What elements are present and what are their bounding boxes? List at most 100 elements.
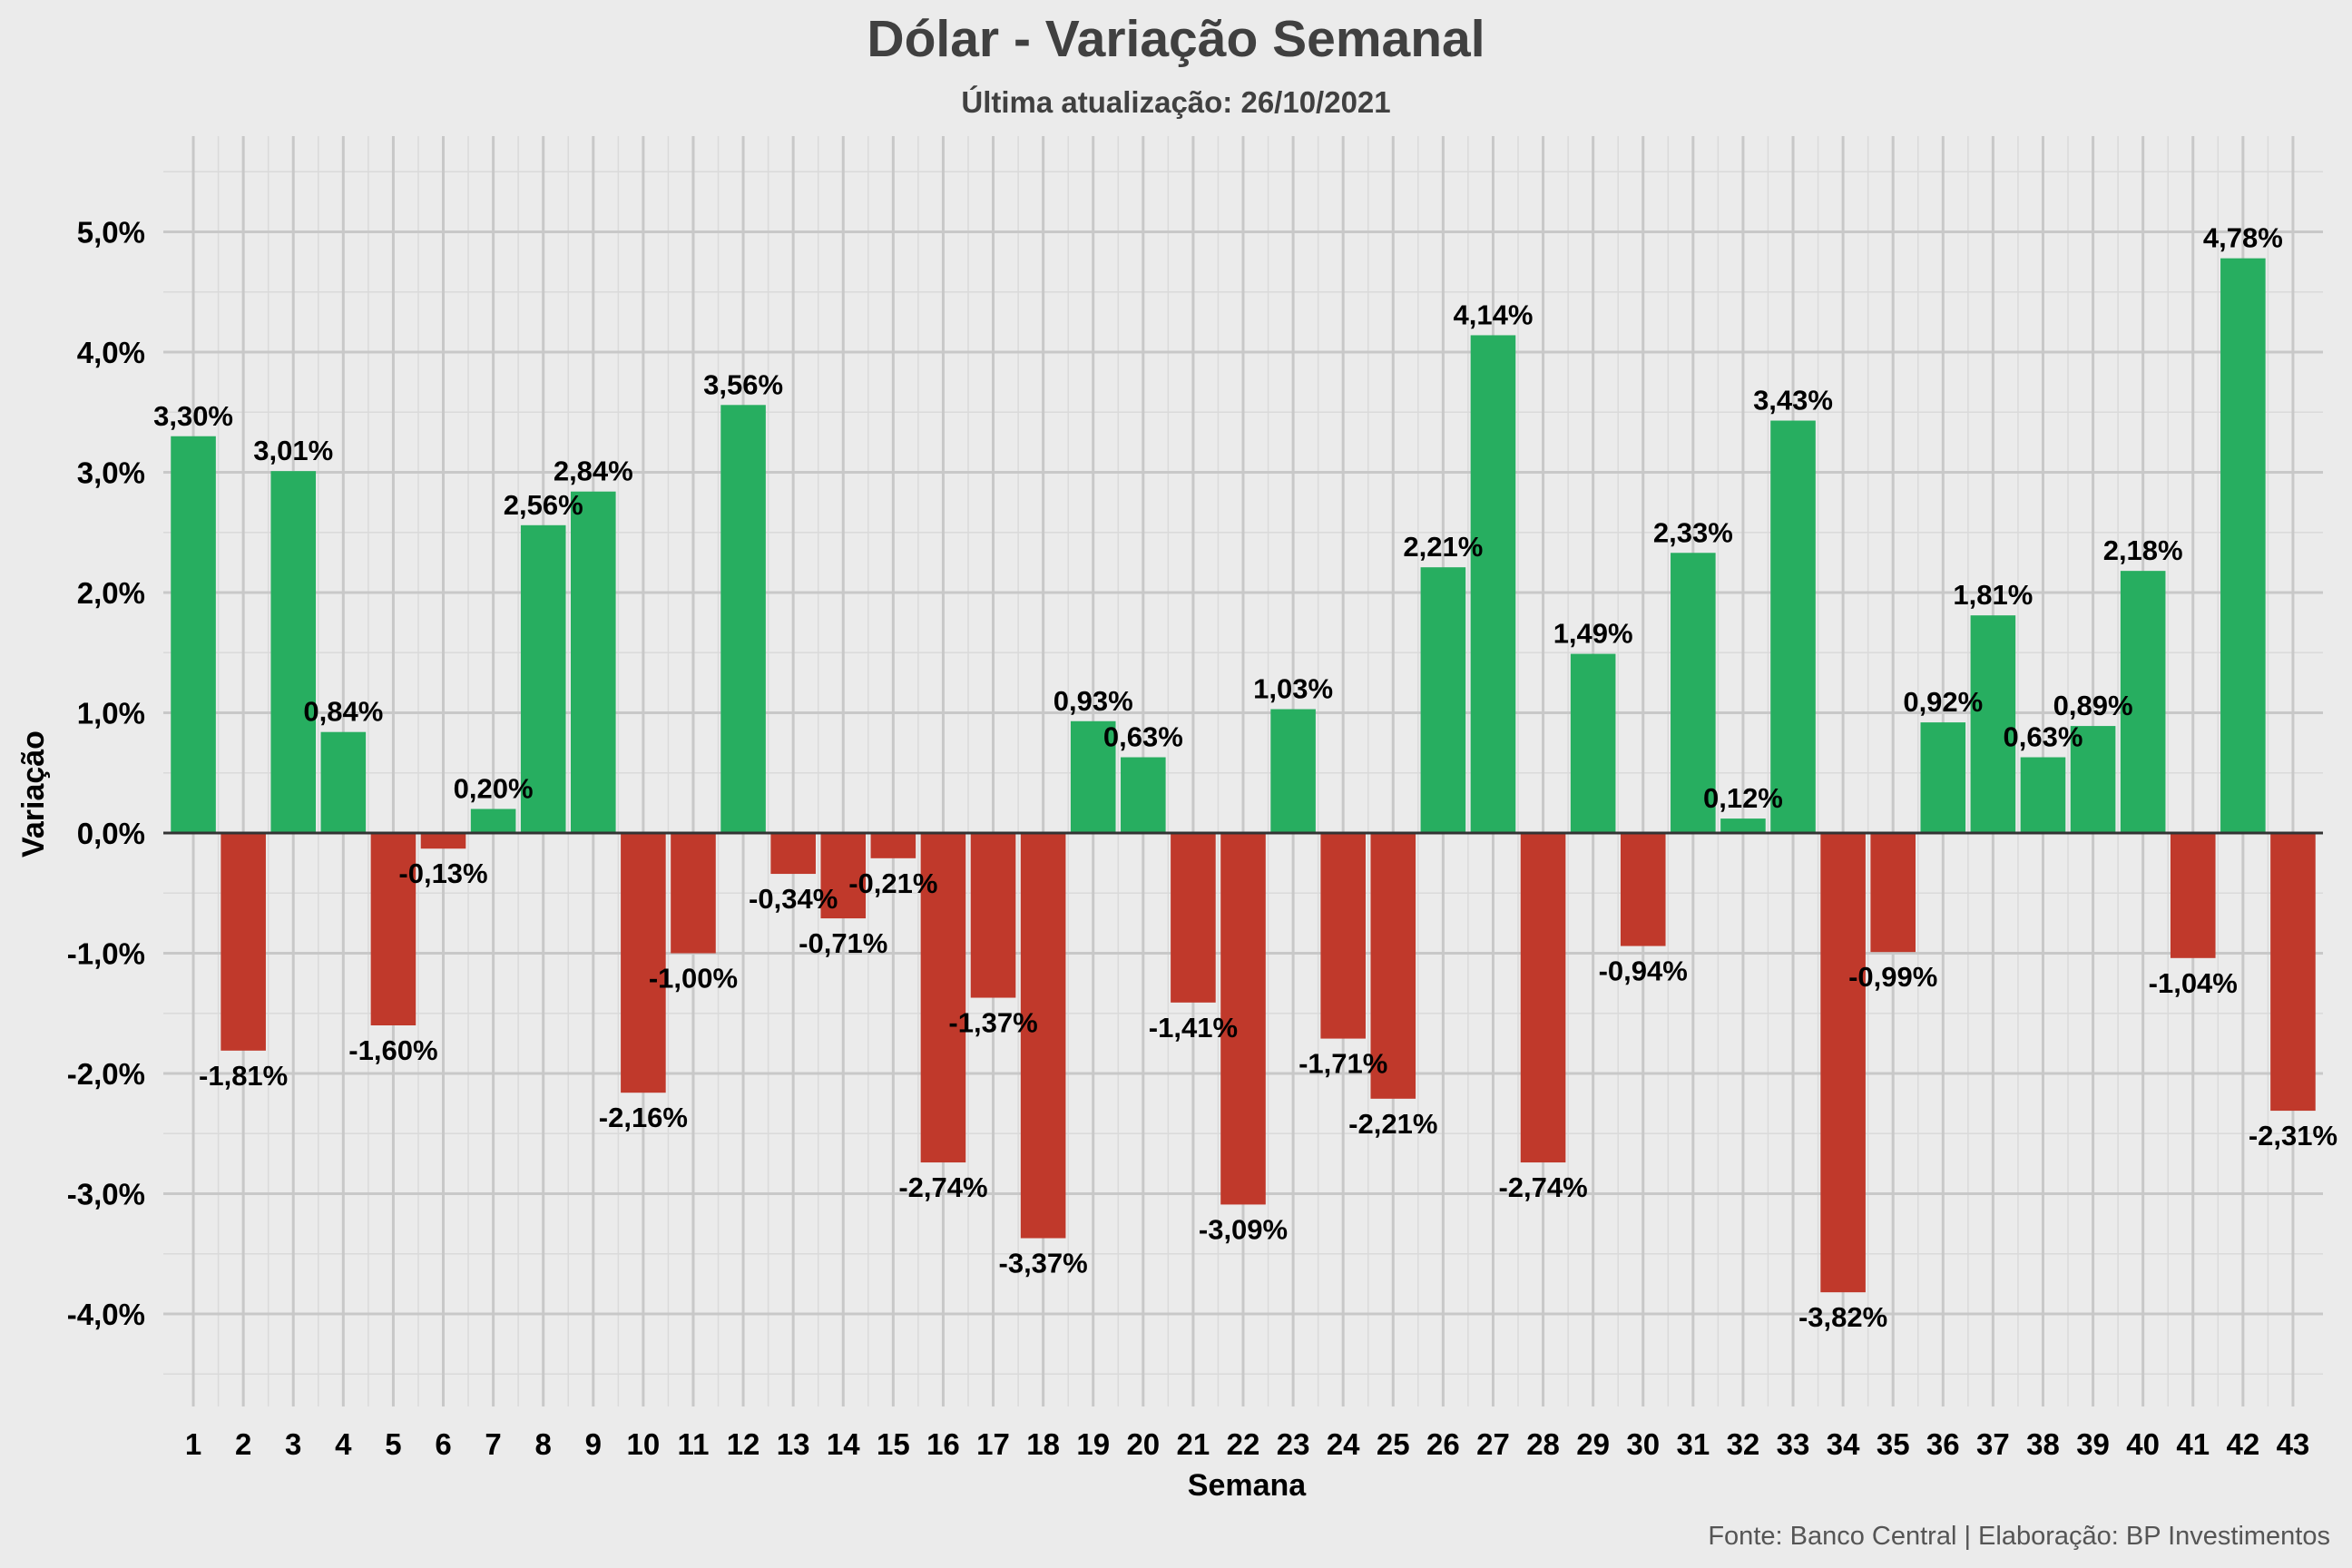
x-tick-label: 35	[1877, 1427, 1910, 1461]
y-tick-label: -1,0%	[67, 937, 145, 971]
data-label-semana-40: 2,18%	[2103, 534, 2183, 566]
data-label-semana-6: -0,13%	[398, 858, 487, 889]
chart-caption: Fonte: Banco Central | Elaboração: BP In…	[1708, 1522, 2330, 1551]
bar-semana-26	[1420, 567, 1466, 833]
bar-semana-10	[621, 833, 666, 1093]
bar-semana-20	[1121, 757, 1166, 833]
x-tick-label: 25	[1377, 1427, 1410, 1461]
bars	[171, 258, 2316, 1293]
bar-semana-42	[2220, 258, 2266, 833]
data-label-semana-34: -3,82%	[1798, 1301, 1887, 1333]
data-label-semana-12: 3,56%	[703, 368, 783, 400]
y-tick-label: 2,0%	[77, 576, 145, 610]
x-tick-label: 36	[1926, 1427, 1960, 1461]
x-tick-label: 29	[1576, 1427, 1610, 1461]
bar-semana-14	[820, 833, 867, 919]
bar-semana-17	[970, 833, 1016, 998]
y-tick-label: -2,0%	[67, 1057, 145, 1091]
bar-semana-27	[1470, 335, 1516, 833]
x-axis-title: Semana	[1188, 1468, 1307, 1503]
bar-semana-8	[520, 524, 566, 833]
bar-semana-40	[2120, 571, 2166, 833]
x-tick-label: 34	[1827, 1427, 1860, 1461]
data-label-semana-14: -0,71%	[799, 927, 887, 959]
data-label-semana-1: 3,30%	[153, 400, 233, 432]
data-label-semana-39: 0,89%	[2053, 690, 2133, 721]
bar-semana-7	[470, 808, 516, 833]
chart-subtitle: Última atualização: 26/10/2021	[961, 85, 1390, 119]
x-tick-label: 22	[1227, 1427, 1260, 1461]
x-tick-label: 1	[185, 1427, 201, 1461]
x-tick-label: 18	[1026, 1427, 1060, 1461]
data-label-semana-29: 1,49%	[1553, 618, 1633, 650]
data-label-semana-36: 0,92%	[1903, 686, 1983, 718]
data-label-semana-18: -3,37%	[999, 1248, 1088, 1279]
data-label-semana-27: 4,14%	[1454, 299, 1534, 330]
y-axis-title: Variação	[16, 730, 51, 858]
x-tick-label: 38	[2026, 1427, 2060, 1461]
bar-semana-39	[2070, 726, 2116, 833]
bar-semana-38	[2020, 757, 2066, 833]
bar-semana-1	[171, 436, 216, 833]
x-tick-label: 26	[1426, 1427, 1460, 1461]
y-tick-label: 1,0%	[77, 697, 145, 730]
data-label-semana-17: -1,37%	[948, 1007, 1037, 1039]
data-label-semana-10: -2,16%	[599, 1102, 688, 1133]
bar-semana-9	[571, 491, 616, 833]
y-axis-ticks: -4,0% -3,0% -2,0% -1,0% 0,0% 1,0% 2,0% 3,0% 4,0%…	[67, 216, 145, 1332]
data-label-semana-21: -1,41%	[1149, 1012, 1238, 1044]
x-tick-label: 33	[1777, 1427, 1810, 1461]
x-tick-label: 12	[727, 1427, 760, 1461]
bar-semana-25	[1370, 833, 1416, 1099]
data-label-semana-13: -0,34%	[749, 883, 838, 915]
x-tick-label: 8	[535, 1427, 552, 1461]
data-label-semana-35: -0,99%	[1848, 961, 1937, 993]
data-label-semana-43: -2,31%	[2249, 1120, 2337, 1152]
bar-semana-33	[1770, 420, 1816, 833]
y-tick-label: 5,0%	[77, 216, 145, 250]
bar-semana-19	[1070, 720, 1116, 833]
bar-semana-23	[1270, 709, 1316, 833]
x-tick-label: 27	[1476, 1427, 1510, 1461]
data-label-semana-9: 2,84%	[554, 456, 633, 487]
x-tick-label: 42	[2226, 1427, 2259, 1461]
x-tick-label: 13	[777, 1427, 810, 1461]
data-label-semana-41: -1,04%	[2149, 967, 2238, 999]
data-label-semana-30: -0,94%	[1599, 956, 1688, 987]
bar-semana-31	[1671, 553, 1716, 833]
x-tick-label: 16	[926, 1427, 960, 1461]
bar-semana-22	[1220, 833, 1266, 1205]
x-tick-label: 5	[385, 1427, 401, 1461]
data-label-semana-38: 0,63%	[2004, 721, 2083, 753]
bar-semana-35	[1870, 833, 1916, 953]
y-tick-label: 4,0%	[77, 336, 145, 369]
x-tick-label: 15	[877, 1427, 910, 1461]
bar-semana-5	[370, 833, 416, 1025]
data-label-semana-19: 0,93%	[1054, 685, 1133, 717]
bar-semana-18	[1020, 833, 1066, 1239]
x-tick-label: 40	[2126, 1427, 2160, 1461]
x-tick-label: 19	[1076, 1427, 1110, 1461]
x-tick-label: 10	[627, 1427, 661, 1461]
data-label-semana-15: -0,21%	[848, 867, 937, 899]
data-label-semana-22: -3,09%	[1199, 1213, 1288, 1245]
x-tick-label: 31	[1676, 1427, 1710, 1461]
bar-semana-16	[920, 833, 966, 1163]
bar-semana-11	[671, 833, 716, 954]
y-tick-label: 3,0%	[77, 456, 145, 490]
bar-semana-15	[870, 833, 916, 858]
bar-semana-24	[1320, 833, 1366, 1039]
x-tick-label: 3	[285, 1427, 301, 1461]
data-labels: 3,30% -1,81% 3,01% 0,84% -1,60% -0,13% 0,20% 2,…	[153, 222, 2337, 1334]
x-tick-label: 39	[2076, 1427, 2110, 1461]
y-tick-label: -3,0%	[67, 1178, 145, 1211]
x-tick-label: 32	[1727, 1427, 1760, 1461]
x-tick-label: 17	[976, 1427, 1010, 1461]
x-tick-label: 4	[335, 1427, 352, 1461]
x-tick-label: 6	[435, 1427, 451, 1461]
data-label-semana-8: 2,56%	[504, 489, 583, 521]
data-label-semana-20: 0,63%	[1103, 721, 1183, 753]
bar-semana-21	[1171, 833, 1216, 1003]
x-tick-label: 28	[1526, 1427, 1560, 1461]
